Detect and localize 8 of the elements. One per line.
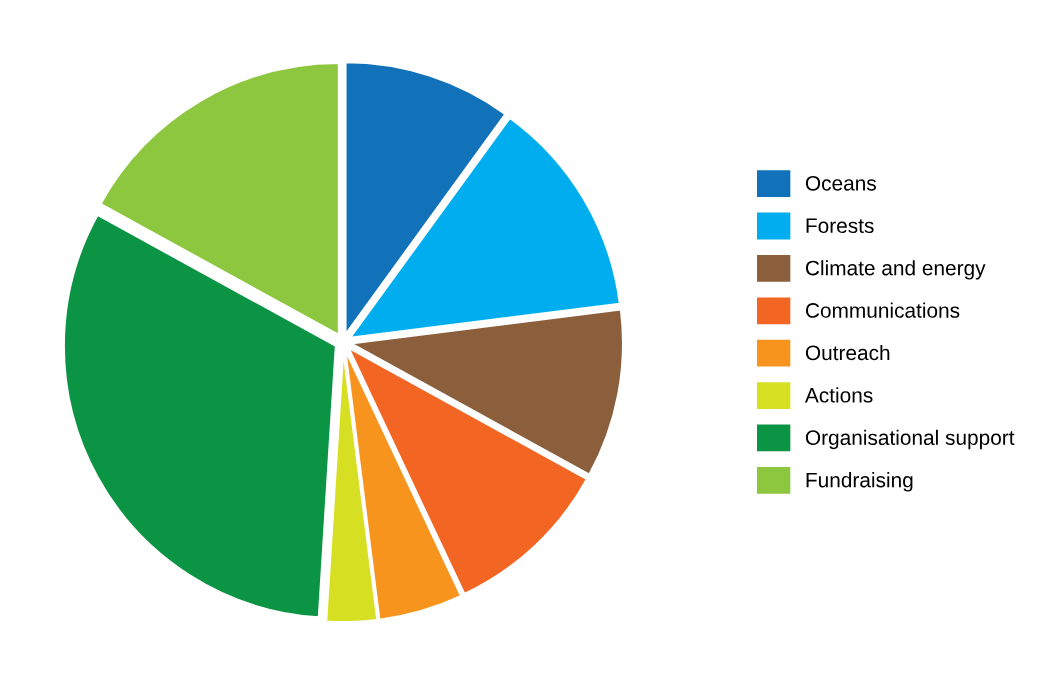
legend-label: Communications xyxy=(805,302,960,318)
legend-label: Outreach xyxy=(805,344,890,361)
legend-label: Climate and energy xyxy=(805,260,986,280)
legend-label: Forests xyxy=(806,218,874,234)
legend-label: Oceans xyxy=(805,175,876,191)
legend-label: Organisational support xyxy=(805,429,1015,450)
legend-label: Fundraising xyxy=(806,472,913,492)
legend-label: Actions xyxy=(804,387,873,403)
